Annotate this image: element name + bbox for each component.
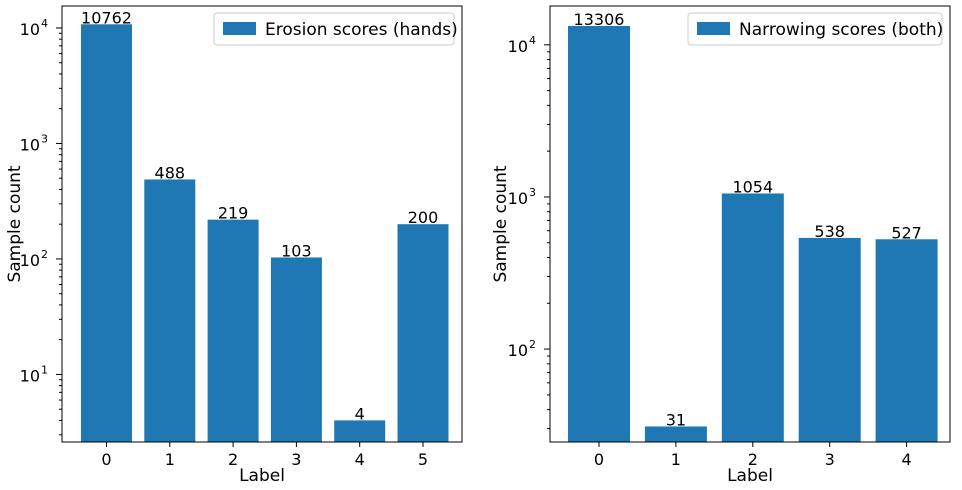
legend-box: [687, 12, 943, 46]
y-tick-base: 10: [508, 37, 528, 56]
data-label-2: 219: [218, 204, 249, 223]
y-tick-label-1000: 10: [20, 135, 40, 154]
bar-2: [207, 219, 259, 442]
y-tick-base: 10: [20, 20, 40, 39]
bar-0: [81, 24, 132, 442]
y-tick-label-100: 10: [20, 251, 40, 270]
y-tick-exponent-10000: 4: [41, 17, 48, 30]
y-axis-label: Sample count: [5, 165, 25, 282]
x-tick-label-5: 5: [418, 450, 428, 469]
legend-box: [213, 12, 455, 46]
legend-label: Narrowing scores (both): [739, 20, 943, 40]
x-tick-label-3: 3: [291, 450, 301, 469]
y-tick-label-100: 10: [508, 341, 528, 360]
y-tick-exponent-1000: 3: [41, 132, 48, 145]
bar-0: [568, 25, 630, 442]
legend-swatch: [223, 22, 256, 35]
bar-2: [721, 193, 784, 442]
y-tick-base: 10: [508, 189, 528, 208]
y-tick-exponent-10: 1: [41, 363, 48, 376]
bar-4: [334, 420, 386, 442]
y-tick-label-1000: 10: [508, 189, 528, 208]
legend-swatch: [697, 22, 730, 35]
y-tick-exponent-100: 2: [41, 248, 48, 261]
data-label-3: 103: [281, 241, 312, 260]
x-tick-label-4: 4: [355, 450, 365, 469]
y-tick-exponent-100: 2: [529, 338, 536, 351]
y-tick-label-10000: 10: [508, 37, 528, 56]
y-tick-exponent-1000: 3: [529, 186, 536, 199]
x-axis-label: Label: [239, 466, 285, 486]
x-tick-label-3: 3: [825, 450, 835, 469]
data-label-0: 10762: [81, 8, 132, 27]
bar-5: [397, 224, 449, 442]
y-tick-label-10: 10: [20, 366, 40, 385]
bar-3: [798, 237, 861, 442]
data-label-3: 538: [814, 222, 845, 241]
bar-1: [644, 426, 707, 442]
legend-label: Erosion scores (hands): [265, 20, 458, 40]
plot-frame: [549, 5, 951, 443]
data-label-5: 200: [408, 208, 439, 227]
data-label-2: 1054: [732, 177, 773, 196]
bar-3: [270, 257, 322, 442]
y-tick-exponent-10000: 4: [529, 34, 536, 47]
x-tick-label-1: 1: [671, 450, 681, 469]
data-label-4: 527: [891, 223, 922, 242]
x-tick-label-4: 4: [902, 450, 912, 469]
y-axis-label: Sample count: [491, 165, 511, 282]
x-tick-label-2: 2: [748, 450, 758, 469]
x-axis-label: Label: [727, 466, 773, 486]
y-tick-base: 10: [508, 341, 528, 360]
data-label-4: 4: [355, 404, 365, 423]
y-tick-label-10000: 10: [20, 20, 40, 39]
y-tick-base: 10: [20, 366, 40, 385]
data-label-1: 488: [155, 163, 186, 182]
data-label-0: 13306: [574, 10, 625, 29]
x-tick-label-2: 2: [228, 450, 238, 469]
bar-1: [144, 179, 196, 442]
data-label-1: 31: [666, 410, 686, 429]
x-tick-label-1: 1: [165, 450, 175, 469]
y-tick-base: 10: [20, 251, 40, 270]
y-tick-base: 10: [20, 135, 40, 154]
x-tick-label-0: 0: [594, 450, 604, 469]
bar-4: [875, 239, 938, 442]
x-tick-label-0: 0: [101, 450, 111, 469]
